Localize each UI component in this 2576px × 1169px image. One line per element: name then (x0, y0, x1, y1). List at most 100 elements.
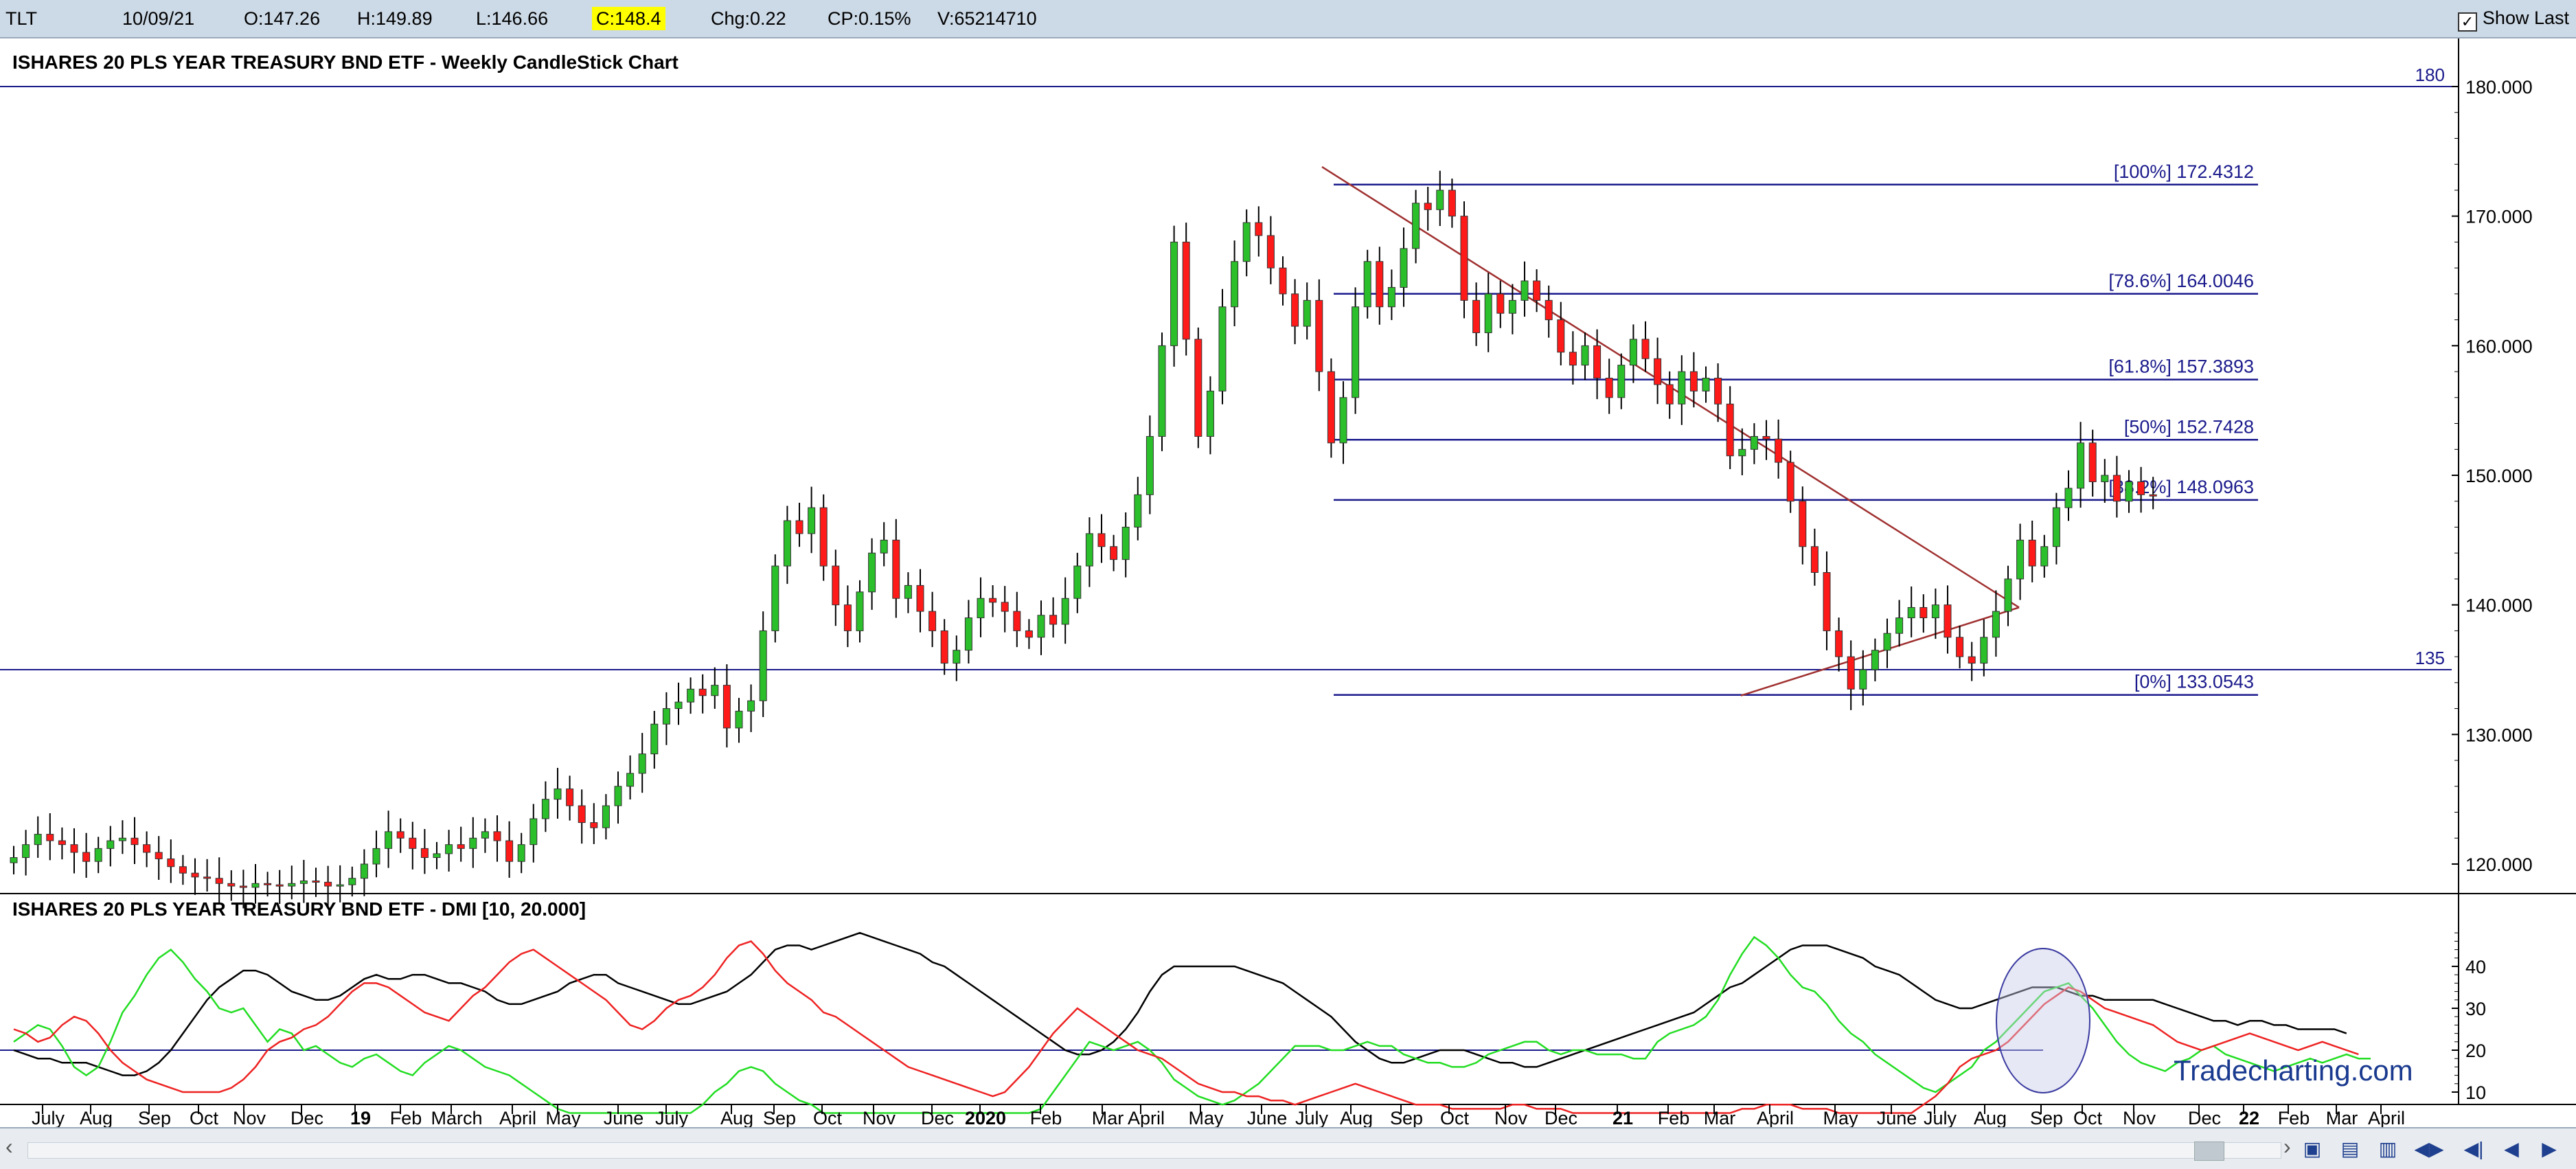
candle-up (1895, 617, 1904, 634)
price-y-axis: 120.000 130.000 140.000 150.000 160.000 170.0… (2452, 77, 2533, 875)
candle-down (1194, 339, 1202, 437)
candle-down (1448, 190, 1456, 217)
candle-down (1376, 261, 1384, 308)
dmi-y-tick-label: 40 (2465, 957, 2486, 977)
prev-icon[interactable]: ◀ (2504, 1138, 2519, 1159)
candle-up (626, 773, 635, 787)
first-icon[interactable]: ◀| (2463, 1138, 2484, 1159)
dmi-minus-line (13, 940, 2359, 1114)
candle-up (1412, 203, 1420, 249)
candle-down (1025, 630, 1033, 638)
candle-down (1110, 546, 1118, 560)
candle-up (541, 799, 549, 819)
candle-up (360, 863, 368, 879)
dmi-plus-line (13, 935, 2371, 1114)
symbol: TLT (5, 8, 37, 29)
candle-up (1484, 293, 1492, 333)
y-tick-label: 140.000 (2465, 595, 2533, 616)
candle-down (1775, 438, 1783, 463)
candle-down (1799, 501, 1807, 547)
candle-down (2112, 475, 2121, 502)
candle-up (904, 584, 912, 599)
x-tick-label: Aug (1974, 1108, 2007, 1127)
candle-up (808, 507, 816, 534)
candle-up (771, 565, 779, 631)
candle-down (505, 840, 514, 862)
y-tick-label: 170.000 (2465, 207, 2533, 227)
candlesticks (10, 170, 2157, 909)
candle-down (203, 876, 212, 879)
candle-down (1557, 319, 1565, 353)
x-tick-label: June (1877, 1108, 1917, 1127)
next-icon[interactable]: ▶ (2542, 1138, 2557, 1159)
candle-up (1363, 261, 1371, 308)
chart-frame (0, 38, 2576, 1127)
horizontal-level-label: 180 (2415, 65, 2445, 85)
show-last-toggle[interactable]: ✓ Show Last (2457, 6, 2569, 32)
candle-down (2137, 481, 2145, 495)
x-tick-label: 19 (350, 1108, 371, 1127)
export-icon[interactable]: ▥ (2378, 1138, 2397, 1159)
candle-down (1315, 299, 1323, 372)
x-tick-label: June (1247, 1108, 1288, 1127)
scroll-left-icon[interactable]: ‹ (5, 1134, 13, 1159)
x-axis: July Aug Sep Oct Nov Dec 19 Feb March April May Jun… (32, 1104, 2405, 1127)
change-pct-value: CP:0.15% (828, 8, 911, 29)
candle-up (22, 844, 30, 859)
candle-up (1121, 526, 1130, 560)
candle-down (1835, 630, 1843, 657)
x-tick-label: Feb (2278, 1108, 2310, 1127)
y-tick-label: 130.000 (2465, 725, 2533, 745)
candle-up (299, 881, 308, 884)
y-tick-label: 120.000 (2465, 854, 2533, 875)
x-tick-label: Sep (763, 1108, 796, 1127)
x-tick-label: May (1823, 1108, 1858, 1127)
scroll-right-icon[interactable]: › (2283, 1134, 2291, 1159)
x-tick-label: Nov (2123, 1108, 2156, 1127)
candle-up (2052, 507, 2060, 547)
x-tick-label: July (1295, 1108, 1329, 1127)
candle-down (1847, 656, 1855, 690)
candle-up (687, 688, 695, 703)
candle-up (662, 708, 670, 725)
candle-down (409, 837, 417, 849)
candle-down (1255, 222, 1263, 236)
candle-down (843, 604, 852, 631)
print-icon[interactable]: ▤ (2340, 1138, 2360, 1159)
fib-label: [0%] 133.0543 (2134, 672, 2254, 692)
scrollbar-track[interactable] (27, 1142, 2281, 1159)
checkbox-icon[interactable]: ✓ (2457, 12, 2477, 32)
x-tick-label: Sep (138, 1108, 171, 1127)
candle-down (1291, 293, 1299, 327)
candle-down (1689, 371, 1698, 391)
candle-down (566, 788, 574, 806)
candle-up (445, 844, 453, 854)
candle-down (795, 520, 803, 534)
candle-down (916, 584, 924, 612)
candle-up (1581, 345, 1589, 366)
fib-label: [61.8%] 157.3893 (2108, 356, 2254, 377)
candle-down (1968, 656, 1976, 664)
candle-up (2040, 546, 2049, 567)
x-tick-label: Mar (1704, 1108, 1736, 1127)
candle-down (989, 598, 997, 603)
candle-up (94, 848, 102, 862)
price-chart-title: ISHARES 20 PLS YEAR TREASURY BND ETF - W… (12, 52, 679, 73)
quote-bar: TLT 10/09/21 O:147.26 H:149.89 L:146.66 … (0, 0, 2576, 38)
candle-down (396, 831, 404, 839)
candle-up (385, 831, 393, 849)
volume-value: V:65214710 (937, 8, 1037, 29)
candle-up (288, 883, 296, 887)
candle-up (1520, 280, 1529, 301)
x-tick-label: April (2368, 1108, 2405, 1127)
candle-up (1907, 606, 1915, 619)
scroll-both-icon[interactable]: ◀▶ (2414, 1138, 2444, 1159)
save-icon[interactable]: ▣ (2303, 1138, 2322, 1159)
candle-down (832, 565, 840, 606)
candle-up (433, 853, 441, 859)
scrollbar-thumb[interactable] (2194, 1142, 2224, 1161)
candle-up (1859, 669, 1867, 690)
candle-up (1231, 261, 1239, 308)
x-tick-label: April (499, 1108, 536, 1127)
candle-up (674, 701, 683, 710)
